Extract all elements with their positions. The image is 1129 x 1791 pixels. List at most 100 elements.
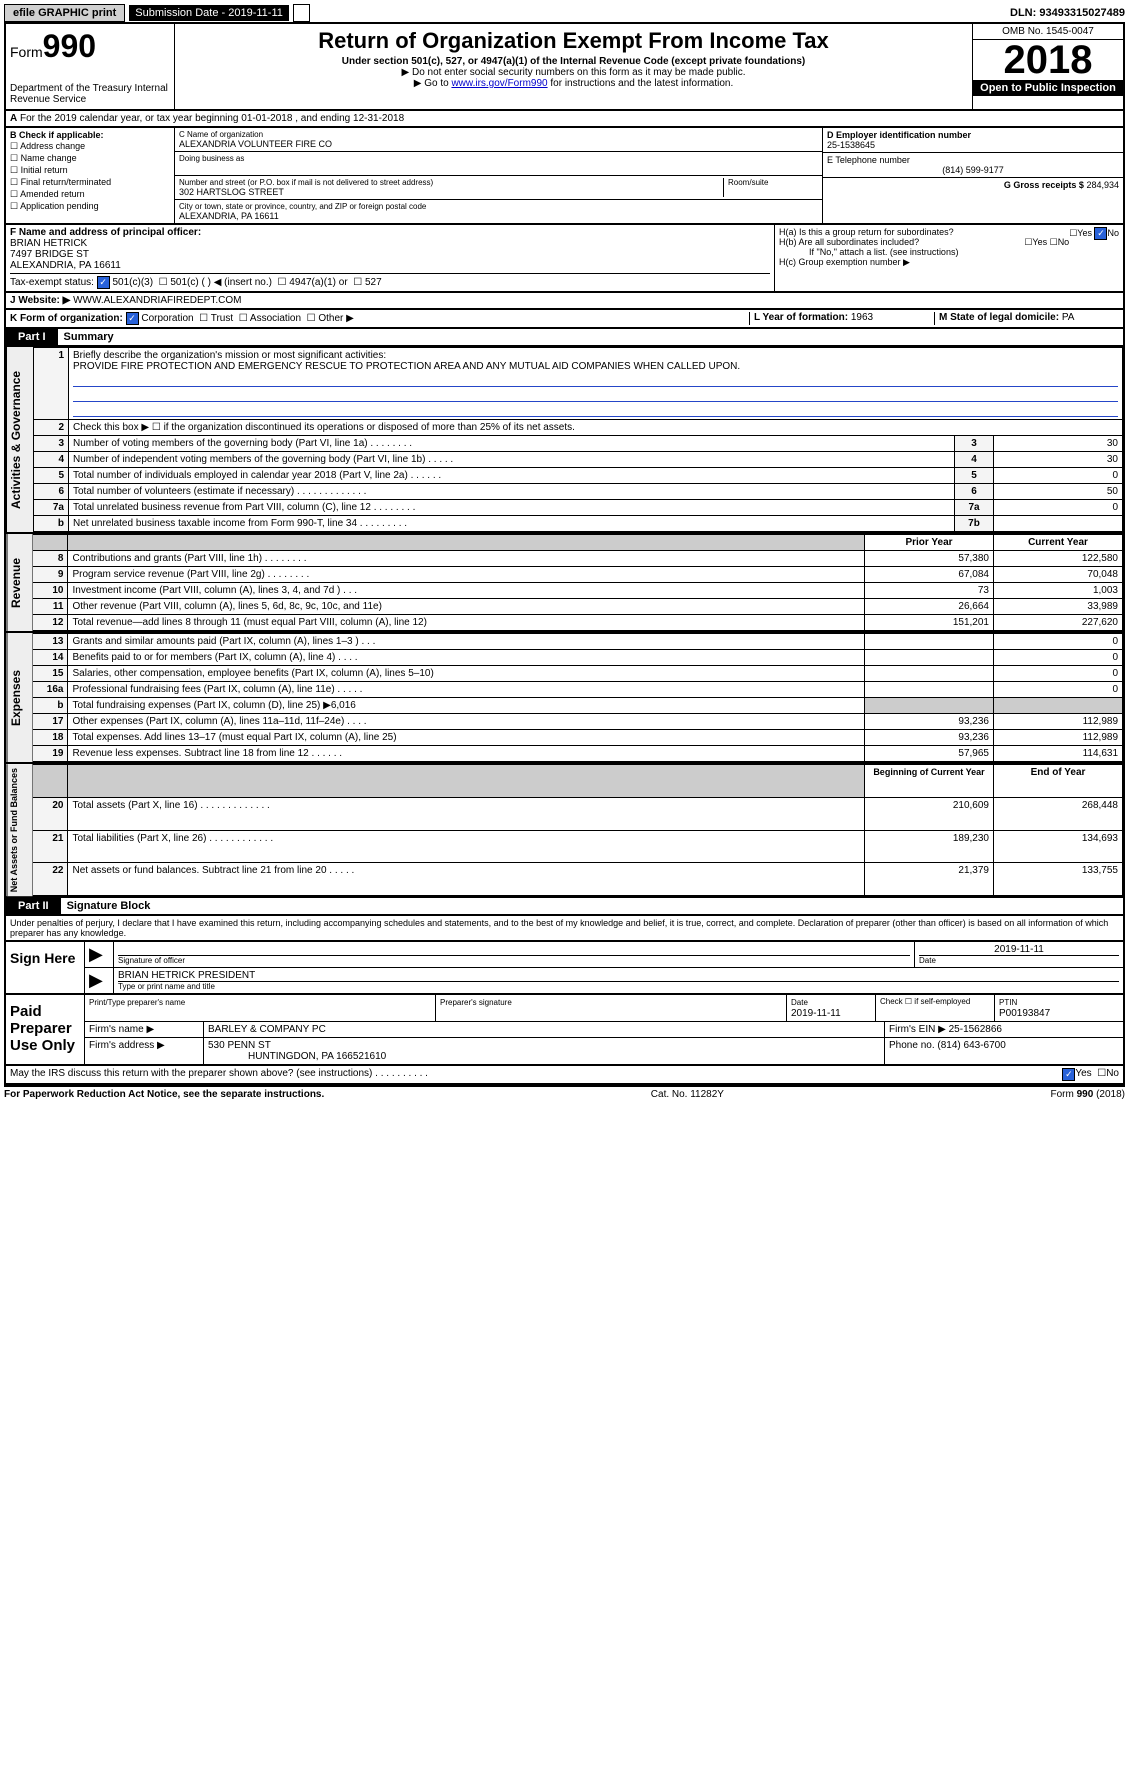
street-value: 302 HARTSLOG STREET [179,187,723,197]
box-b-label: B Check if applicable: [10,130,104,140]
col-current: Current Year [994,535,1123,551]
sign-block: Sign Here ▶ Signature of officer 2019-11… [4,942,1125,995]
footer: For Paperwork Reduction Act Notice, see … [4,1085,1125,1102]
opt-corp: Corporation [141,313,193,324]
chk-501c3[interactable]: ✓ [97,276,110,289]
firm-name-label: Firm's name ▶ [85,1022,204,1037]
line2-text: Check this box ▶ ☐ if the organization d… [69,420,1123,436]
box-c: C Name of organization ALEXANDRIA VOLUNT… [175,128,822,223]
opt-name-change[interactable]: ☐ Name change [10,153,170,164]
phone-label: E Telephone number [827,155,1119,165]
discuss-yes: Yes [1075,1068,1091,1081]
firm-addr: 530 PENN ST [208,1040,271,1051]
opt-initial-return[interactable]: ☐ Initial return [10,165,170,176]
irs-link[interactable]: www.irs.gov/Form990 [451,78,547,89]
arrow-icon: ▶ [85,968,114,993]
efile-button[interactable]: efile GRAPHIC print [4,4,125,22]
block-fh: F Name and address of principal officer:… [4,225,1125,293]
part2-title: Signature Block [61,898,157,914]
org-name: ALEXANDRIA VOLUNTEER FIRE CO [179,139,818,149]
prep-date: 2019-11-11 [791,1008,841,1019]
officer-addr2: ALEXANDRIA, PA 16611 [10,260,121,271]
section-a-text: For the 2019 calendar year, or tax year … [20,113,404,124]
opt-final-return[interactable]: ☐ Final return/terminated [10,177,170,188]
firm-addr2: HUNTINGDON, PA 166521610 [208,1051,386,1062]
sig-date-label: Date [919,955,1119,965]
h-b-note: If "No," attach a list. (see instruction… [779,247,1119,257]
opt-other: Other ▶ [318,313,353,324]
ein-value: 25-1538645 [827,140,875,150]
footer-mid: Cat. No. 11282Y [651,1089,724,1100]
part1-title: Summary [58,329,120,345]
dba-label: Doing business as [179,154,818,163]
form-number: Form990 [10,28,170,65]
year-formation-label: L Year of formation: [754,312,848,323]
expenses-table: 13Grants and similar amounts paid (Part … [32,633,1123,762]
box-b: B Check if applicable: ☐ Address change … [6,128,175,223]
part2-tag: Part II [6,898,61,914]
opt-527: 527 [365,277,382,288]
opt-4947: 4947(a)(1) or [289,277,347,288]
governance-table: 1 Briefly describe the organization's mi… [33,347,1123,532]
street-label: Number and street (or P.O. box if mail i… [179,178,723,187]
ptin-label: PTIN [999,998,1017,1007]
org-name-label: C Name of organization [179,130,818,139]
h-b: H(b) Are all subordinates included? ☐Yes… [779,237,1119,247]
paid-block: Paid Preparer Use Only Print/Type prepar… [4,995,1125,1066]
year-formation-value: 1963 [851,312,873,323]
goto-prefix: ▶ Go to [414,78,452,89]
officer-name: BRIAN HETRICK [10,238,87,249]
side-expenses: Expenses [6,633,32,762]
form-990-label: 990 [43,28,96,64]
row-klm: K Form of organization: ✓ Corporation ☐ … [4,310,1125,329]
chk-corp[interactable]: ✓ [126,312,139,325]
ssn-note: ▶ Do not enter social security numbers o… [181,67,966,78]
firm-phone: (814) 643-6700 [937,1040,1005,1051]
side-governance: Activities & Governance [6,347,33,532]
form-prefix: Form [10,44,43,60]
sig-date: 2019-11-11 [919,944,1119,955]
side-net: Net Assets or Fund Balances [6,764,32,896]
part1-header: Part I Summary [4,329,1125,347]
col-prior: Prior Year [865,535,994,551]
col-end: End of Year [994,765,1123,798]
box-right: D Employer identification number 25-1538… [822,128,1123,223]
submission-date-label: Submission Date - 2019-11-11 [129,5,289,21]
paid-label: Paid Preparer Use Only [6,995,85,1064]
prep-date-label: Date [791,998,808,1007]
opt-address-change[interactable]: ☐ Address change [10,141,170,152]
gross-value: 284,934 [1086,180,1119,190]
arrow-icon: ▶ [85,942,114,967]
domicile-value: PA [1062,312,1075,323]
form-header: Form990 Department of the Treasury Inter… [4,22,1125,110]
net-block: Net Assets or Fund Balances Beginning of… [4,764,1125,898]
dept-label: Department of the Treasury Internal Reve… [10,83,170,105]
discuss-row: May the IRS discuss this return with the… [4,1066,1125,1085]
firm-addr-label: Firm's address ▶ [85,1038,204,1064]
part1-body: Activities & Governance 1 Briefly descri… [4,347,1125,534]
goto-suffix: for instructions and the latest informat… [548,78,734,89]
city-label: City or town, state or province, country… [179,202,818,211]
prep-sig-label: Preparer's signature [440,998,512,1007]
col-begin: Beginning of Current Year [865,765,994,798]
website-value: WWW.ALEXANDRIAFIREDEPT.COM [73,295,241,306]
self-emp-label: Check ☐ if self-employed [876,995,995,1021]
opt-amended[interactable]: ☐ Amended return [10,189,170,200]
dln-label: DLN: 93493315027489 [1010,7,1125,19]
footer-right: Form 990 (2018) [1051,1089,1125,1100]
section-a: A For the 2019 calendar year, or tax yea… [4,110,1125,128]
firm-ein: 25-1562866 [949,1024,1002,1035]
mission-text: PROVIDE FIRE PROTECTION AND EMERGENCY RE… [73,361,740,372]
ptin-value: P00193847 [999,1008,1050,1019]
opt-501c: 501(c) ( ) ◀ (insert no.) [170,277,272,288]
discuss-yes-check[interactable]: ✓ [1062,1068,1075,1081]
form-title: Return of Organization Exempt From Incom… [181,28,966,54]
officer-label: F Name and address of principal officer: [10,227,201,238]
opt-501c3: 501(c)(3) [112,277,153,288]
opt-application-pending[interactable]: ☐ Application pending [10,201,170,212]
discuss-text: May the IRS discuss this return with the… [10,1068,1062,1081]
firm-name: BARLEY & COMPANY PC [204,1022,885,1037]
side-revenue: Revenue [6,534,32,631]
sign-here-label: Sign Here [6,942,85,993]
top-bar: efile GRAPHIC print Submission Date - 20… [4,4,1125,22]
